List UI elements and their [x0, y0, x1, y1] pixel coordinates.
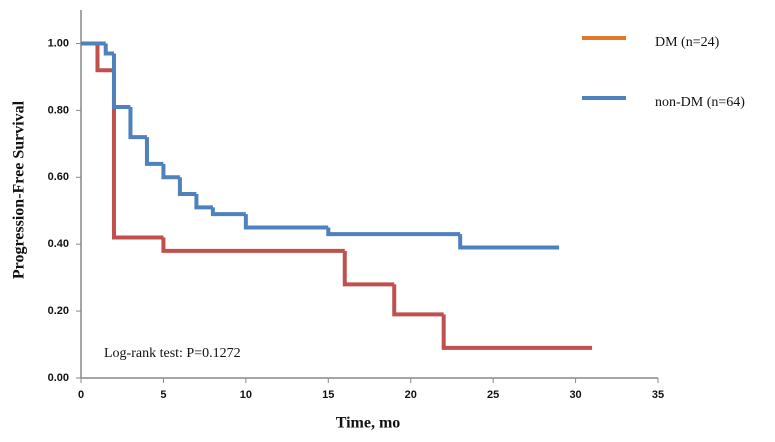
survival-step	[161, 237, 345, 253]
y-tick-label: 0.60	[48, 171, 69, 183]
survival-step	[111, 53, 131, 110]
x-tick-label: 35	[652, 389, 664, 401]
y-tick-label: 0.80	[48, 104, 69, 116]
legend-label: non-DM (n=64)	[655, 95, 745, 110]
x-tick-label: 25	[487, 389, 499, 401]
survival-step	[128, 107, 147, 140]
y-tick-label: 0.40	[48, 238, 69, 250]
y-tick-label: 0.00	[48, 372, 69, 384]
survival-step	[103, 43, 114, 56]
x-axis-title: Time, mo	[336, 415, 401, 432]
survival-step	[392, 284, 444, 317]
survival-step	[210, 207, 246, 217]
survival-step	[144, 137, 164, 166]
legend-label: DM (n=24)	[655, 35, 720, 50]
survival-step	[95, 43, 114, 73]
survival-step	[441, 314, 593, 350]
y-axis-title: Progression-Free Survival	[11, 100, 28, 279]
survival-step	[111, 70, 164, 240]
survival-step	[342, 250, 395, 287]
x-tick-label: 30	[569, 389, 581, 401]
survival-step	[243, 214, 329, 230]
y-tick-label: 0.20	[48, 305, 69, 317]
survival-step	[326, 227, 461, 237]
x-tick-label: 20	[405, 389, 417, 401]
survival-step	[161, 163, 180, 180]
x-tick-label: 5	[160, 389, 166, 401]
x-tick-label: 0	[78, 389, 84, 401]
y-tick-label: 1.00	[48, 37, 69, 49]
survival-step	[458, 234, 560, 250]
survival-step	[177, 177, 197, 196]
x-tick-label: 10	[240, 389, 252, 401]
x-tick-label: 15	[322, 389, 334, 401]
annotation: Log-rank test: P=0.1272	[104, 346, 241, 361]
survival-step	[194, 194, 213, 210]
